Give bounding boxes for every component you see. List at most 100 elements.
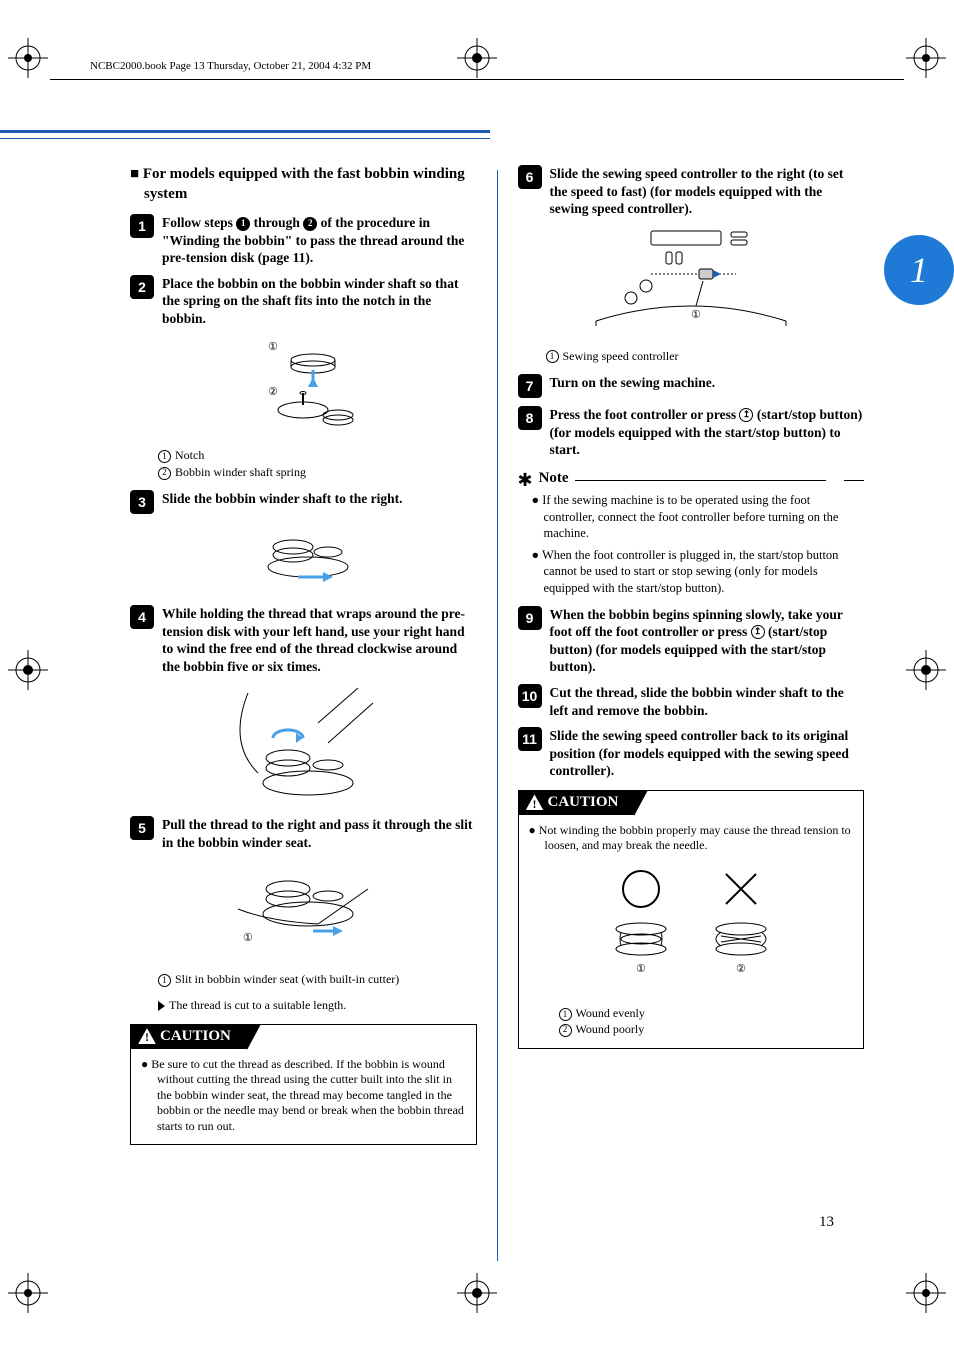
figure-callouts: 1 Notch 2 Bobbin winder shaft spring: [158, 448, 477, 480]
caution-body: Be sure to cut the thread as described. …: [141, 1057, 466, 1135]
step-number-badge: 2: [130, 275, 154, 299]
caution-item: Not winding the bobbin properly may caus…: [545, 823, 854, 854]
step-text: Pull the thread to the right and pass it…: [162, 816, 477, 851]
step-number-badge: 8: [518, 406, 542, 430]
left-column: For models equipped with the fast bobbin…: [130, 165, 477, 1261]
callout-number-icon: 2: [158, 467, 171, 480]
step-text: Follow steps 1 through 2 of the procedur…: [162, 214, 477, 267]
step-text: While holding the thread that wraps arou…: [162, 605, 477, 675]
svg-text:①: ①: [268, 341, 278, 353]
figure-note-text: The thread is cut to a suitable length.: [169, 998, 346, 1012]
step-number-badge: 5: [130, 816, 154, 840]
note-title: Note: [539, 469, 569, 489]
step-text: Cut the thread, slide the bobbin winder …: [550, 684, 865, 719]
step-text: Place the bobbin on the bobbin winder sh…: [162, 275, 477, 328]
step-number-badge: 1: [130, 214, 154, 238]
circled-number-icon: 1: [236, 217, 250, 231]
step-number-badge: 10: [518, 684, 542, 708]
step-number-badge: 7: [518, 374, 542, 398]
blue-rule-thick: [0, 130, 490, 133]
header-rule: [50, 79, 904, 80]
circled-number-icon: 2: [303, 217, 317, 231]
crop-mark-icon: [457, 38, 497, 78]
figure-wind-thread: [130, 683, 477, 808]
crop-mark-icon: [457, 1273, 497, 1313]
caution-item: Be sure to cut the thread as described. …: [157, 1057, 466, 1135]
crop-mark-icon: [906, 650, 946, 690]
step-text-part: Press the foot controller or press: [550, 407, 740, 422]
step-number-badge: 4: [130, 605, 154, 629]
callout-label: Notch: [175, 448, 204, 462]
step: 8 Press the foot controller or press ↥ (…: [518, 406, 865, 459]
callout-label: Sewing speed controller: [563, 349, 679, 363]
step: 5 Pull the thread to the right and pass …: [130, 816, 477, 851]
callout-number-icon: 1: [158, 974, 171, 987]
step-text: Slide the sewing speed controller to the…: [550, 165, 865, 218]
figure-callouts: 1Slit in bobbin winder seat (with built-…: [158, 972, 477, 988]
step: 1 Follow steps 1 through 2 of the proced…: [130, 214, 477, 267]
triangle-bullet-icon: [158, 1001, 165, 1011]
caution-box: CAUTION Not winding the bobbin properly …: [518, 790, 865, 1049]
crop-mark-icon: [8, 650, 48, 690]
step-text-part: through: [250, 215, 303, 230]
callout-label: Bobbin winder shaft spring: [175, 465, 306, 479]
callout-label: Wound poorly: [576, 1022, 645, 1036]
step: 10 Cut the thread, slide the bobbin wind…: [518, 684, 865, 719]
caution-header: CAUTION: [518, 790, 635, 816]
svg-text:①: ①: [691, 309, 701, 321]
callout-number-icon: 1: [559, 1008, 572, 1021]
note-item: If the sewing machine is to be operated …: [532, 492, 865, 541]
svg-text:①: ①: [243, 932, 253, 944]
step-text: Press the foot controller or press ↥ (st…: [550, 406, 865, 459]
note-item: When the foot controller is plugged in, …: [532, 547, 865, 596]
note-rule: [575, 480, 826, 481]
callout-number-icon: 1: [546, 350, 559, 363]
step: 11 Slide the sewing speed controller bac…: [518, 727, 865, 780]
step: 6 Slide the sewing speed controller to t…: [518, 165, 865, 218]
figure-slit-cutter: ①: [130, 859, 477, 964]
crop-mark-icon: [906, 38, 946, 78]
start-stop-icon: ↥: [739, 408, 753, 422]
note-body: If the sewing machine is to be operated …: [518, 492, 865, 596]
section-title: For models equipped with the fast bobbin…: [130, 165, 477, 204]
note-icon: ✱: [518, 469, 533, 492]
step: 7 Turn on the sewing machine.: [518, 374, 865, 398]
step-text: When the bobbin begins spinning slowly, …: [550, 606, 865, 676]
figure-callouts: 1 Sewing speed controller: [546, 349, 865, 365]
step: 9 When the bobbin begins spinning slowly…: [518, 606, 865, 676]
content: For models equipped with the fast bobbin…: [130, 165, 864, 1261]
caution-title: CAUTION: [548, 793, 619, 813]
step-text: Turn on the sewing machine.: [550, 374, 865, 392]
step: 4 While holding the thread that wraps ar…: [130, 605, 477, 675]
step-text: Slide the bobbin winder shaft to the rig…: [162, 490, 477, 508]
step-number-badge: 3: [130, 490, 154, 514]
caution-title: CAUTION: [160, 1027, 231, 1047]
figure-speed-controller: ①: [518, 226, 865, 341]
figure-note: The thread is cut to a suitable length.: [158, 998, 477, 1014]
crop-mark-icon: [906, 1273, 946, 1313]
page: NCBC2000.book Page 13 Thursday, October …: [0, 0, 954, 1351]
step-text: Slide the sewing speed controller back t…: [550, 727, 865, 780]
figure-bobbin-on-shaft: ① ②: [130, 335, 477, 440]
callout-label: Wound evenly: [576, 1006, 645, 1020]
warning-triangle-icon: [526, 794, 544, 810]
crop-mark-icon: [8, 38, 48, 78]
step: 3 Slide the bobbin winder shaft to the r…: [130, 490, 477, 514]
start-stop-icon: ↥: [751, 625, 765, 639]
crop-mark-icon: [8, 1273, 48, 1313]
svg-text:①: ①: [636, 963, 646, 975]
caution-header: CAUTION: [130, 1024, 247, 1050]
step: 2 Place the bobbin on the bobbin winder …: [130, 275, 477, 328]
caution-body: Not winding the bobbin properly may caus…: [529, 823, 854, 1038]
callout-number-icon: 1: [158, 450, 171, 463]
step-number-badge: 6: [518, 165, 542, 189]
right-column: 6 Slide the sewing speed controller to t…: [518, 165, 865, 1261]
blue-rule-thin: [0, 138, 490, 139]
step-text-part: Follow steps: [162, 215, 236, 230]
figure-winding-result: ① ②: [529, 864, 854, 999]
svg-text:②: ②: [736, 963, 746, 975]
caution-box: CAUTION Be sure to cut the thread as des…: [130, 1024, 477, 1146]
warning-triangle-icon: [138, 1028, 156, 1044]
note-block: ✱ Note If the sewing machine is to be op…: [518, 469, 865, 596]
chapter-tab: 1: [884, 235, 954, 305]
